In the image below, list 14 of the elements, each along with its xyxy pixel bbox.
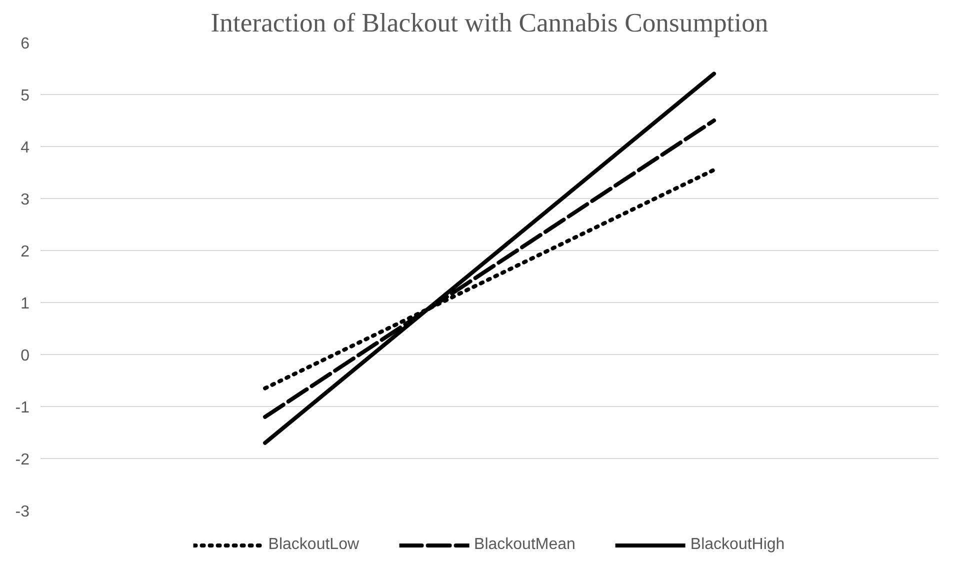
y-tick-label: -2 <box>15 452 30 468</box>
y-tick-label: 5 <box>20 88 30 104</box>
y-tick-label: 4 <box>20 140 30 156</box>
y-tick-label: 6 <box>20 36 30 52</box>
y-tick-label: 3 <box>20 192 30 208</box>
y-tick-label: 0 <box>20 348 30 364</box>
y-tick-label: -1 <box>15 400 30 416</box>
legend-label: BlackoutHigh <box>690 536 785 554</box>
y-tick-label: 1 <box>20 296 30 312</box>
y-tick-label: -3 <box>15 504 30 520</box>
legend-label: BlackoutLow <box>268 536 360 554</box>
chart-title: Interaction of Blackout with Cannabis Consumption <box>210 8 768 38</box>
legend-label: BlackoutMean <box>474 536 576 554</box>
y-tick-label: 2 <box>20 244 30 260</box>
